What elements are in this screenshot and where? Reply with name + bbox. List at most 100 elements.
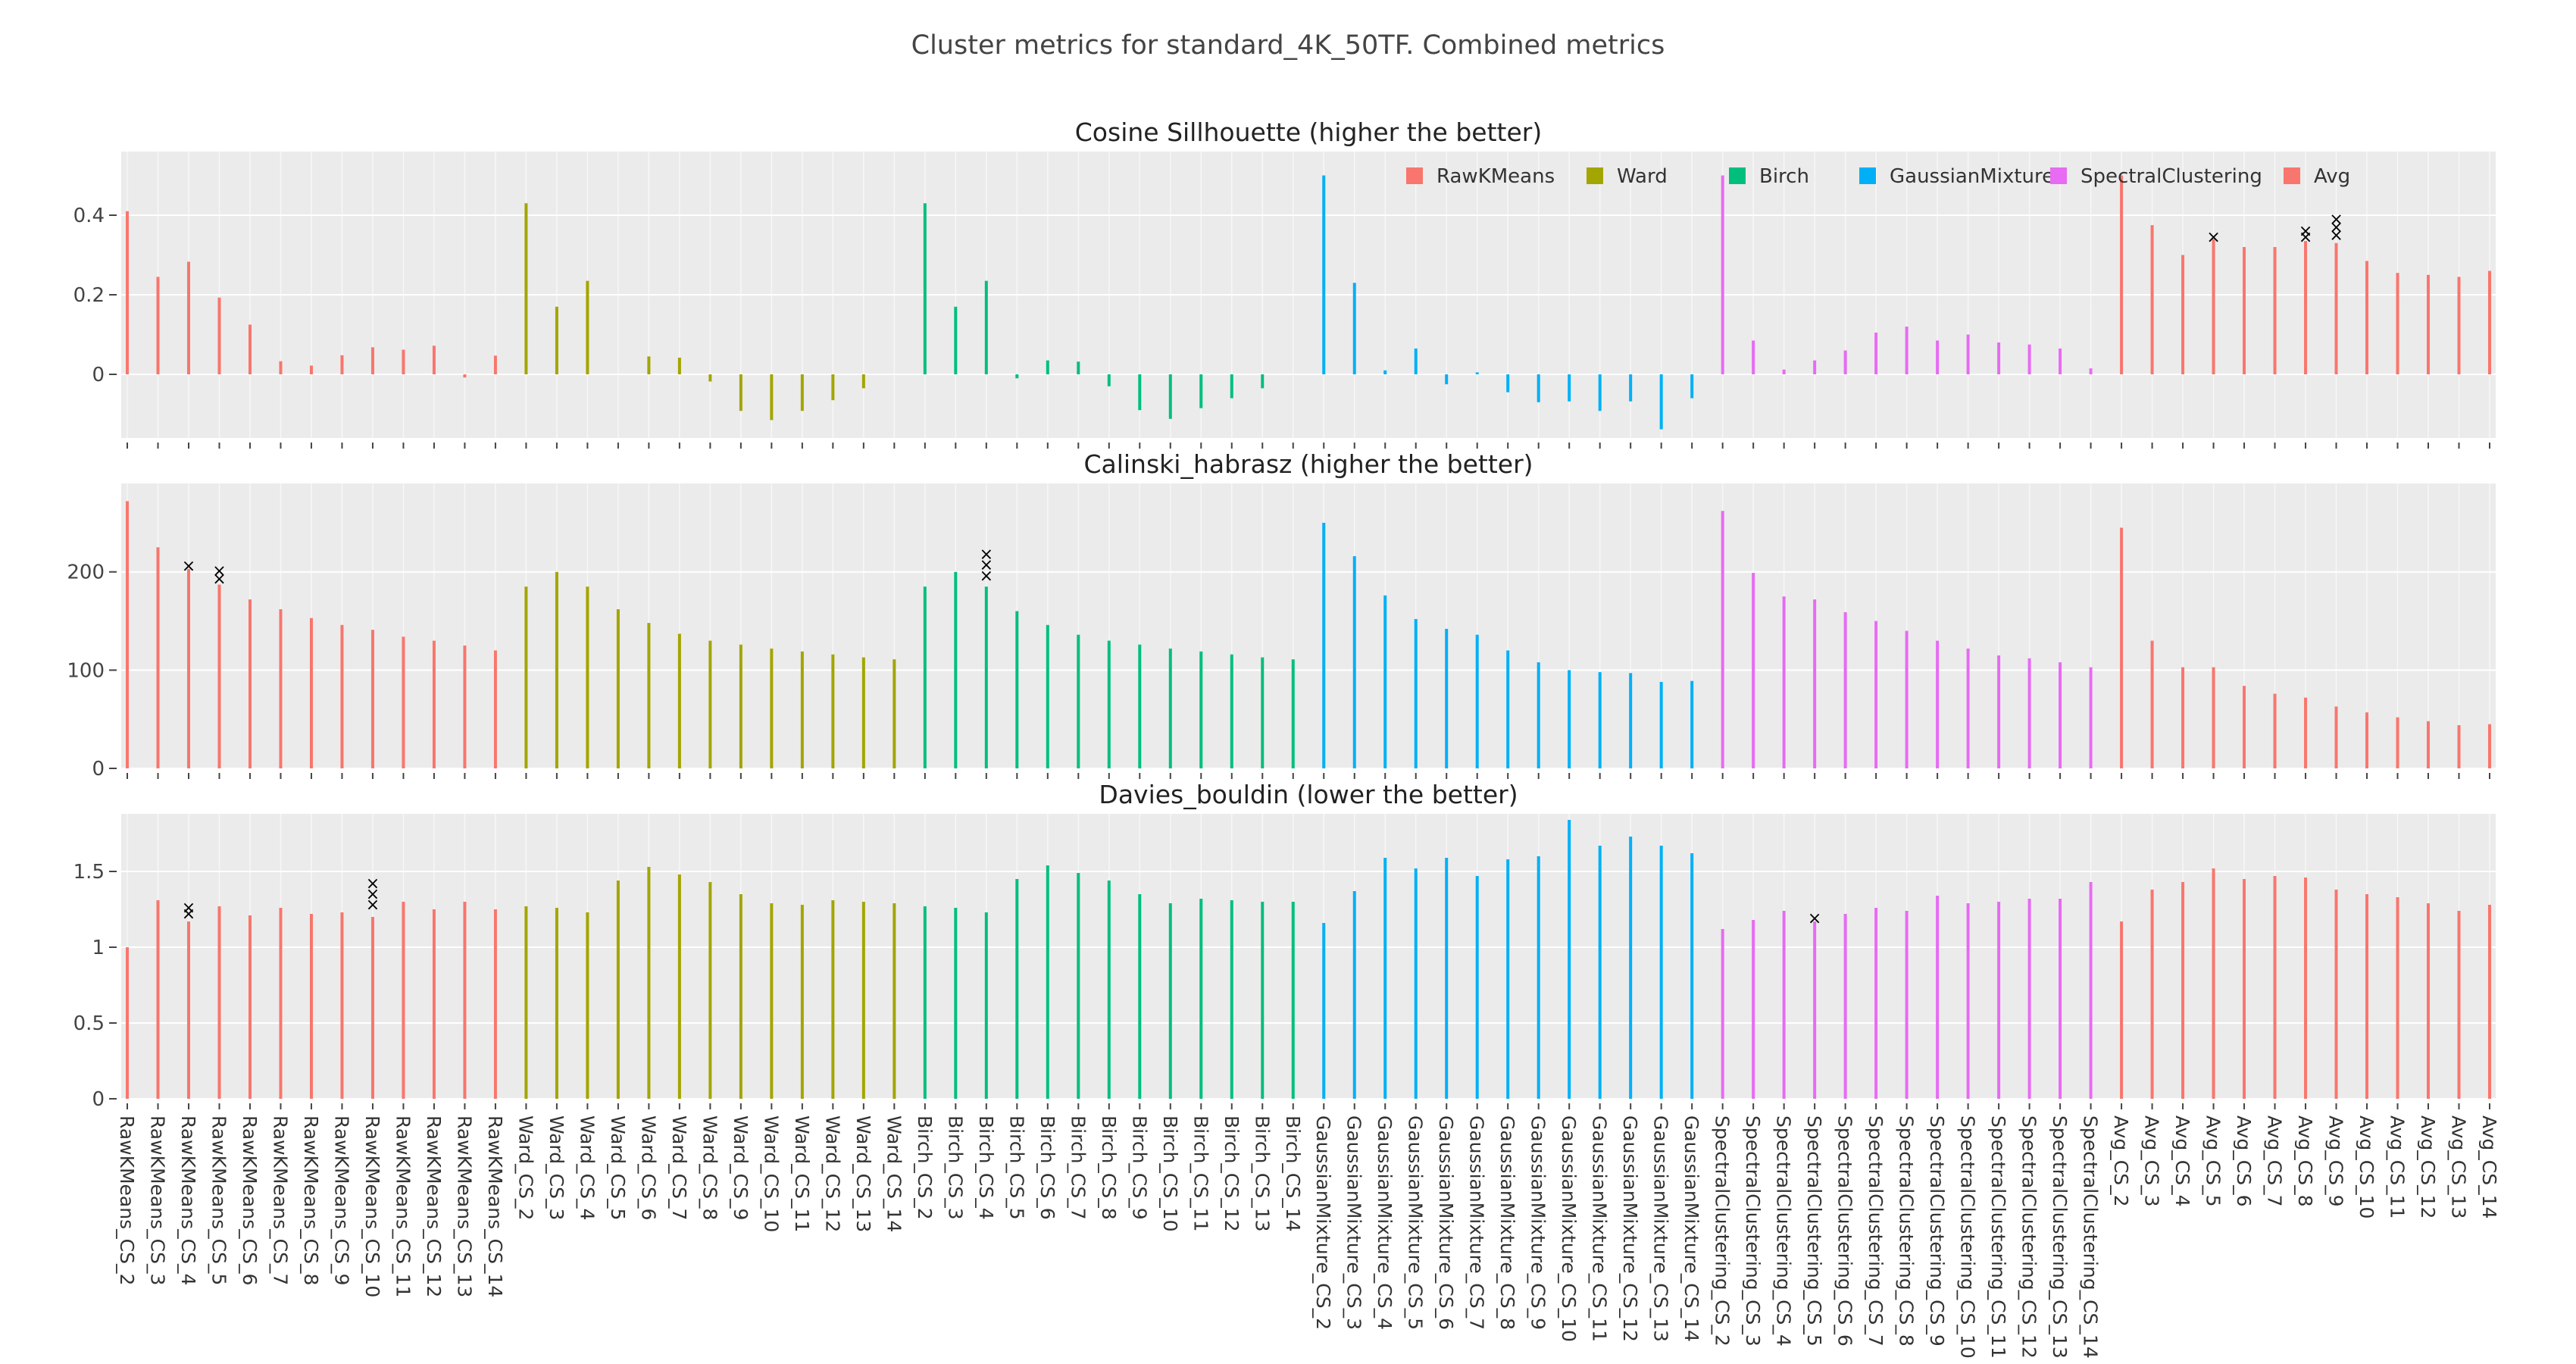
x-tick-label: Birch_CS_8 [1098,1115,1120,1220]
x-tick-label: SpectralClustering_CS_12 [2018,1115,2040,1359]
x-tick-label: Ward_CS_2 [514,1115,536,1220]
x-tick-label: SpectralClustering_CS_3 [1742,1115,1764,1347]
legend-label-gaussianmixture[interactable]: GaussianMixture [1890,165,2054,188]
x-tick-label: Birch_CS_10 [1159,1115,1181,1232]
legend-swatch-ward[interactable] [1587,167,1603,184]
marker-x: × [1808,909,1821,928]
legend-swatch-gaussianmixture[interactable] [1859,167,1876,184]
x-tick-label: Avg_CS_4 [2171,1115,2193,1207]
x-tick-label: RawKMeans_CS_14 [484,1115,506,1297]
x-tick-label: GaussianMixture_CS_3 [1343,1115,1365,1330]
y-tick-label: 1 [92,937,105,959]
marker-x: × [980,556,993,575]
x-tick-label: RawKMeans_CS_8 [300,1115,322,1285]
panel-1: 0 0.2 0.4 Cosine Sillhouette (higher the be… [73,117,2496,449]
x-tick-label: SpectralClustering_CS_9 [1926,1115,1948,1347]
x-tick-label: GaussianMixture_CS_5 [1405,1115,1427,1330]
x-tick-label: RawKMeans_CS_11 [392,1115,414,1297]
marker-x: × [2329,218,2343,237]
x-tick-label: Ward_CS_5 [607,1115,629,1220]
x-tick-label: Avg_CS_13 [2448,1115,2470,1219]
panel-background [121,814,2496,1099]
y-tick-label: 100 [67,659,105,682]
x-tick-label: Birch_CS_3 [944,1115,966,1220]
x-tick-label: Avg_CS_12 [2417,1115,2439,1219]
x-tick-label: Ward_CS_10 [760,1115,782,1232]
marker-x: × [2299,222,2312,241]
x-tick-label: GaussianMixture_CS_13 [1650,1115,1672,1342]
x-tick-label: RawKMeans_CS_3 [146,1115,168,1285]
x-tick-label: Avg_CS_9 [2325,1115,2347,1207]
y-tick-label: 0.4 [73,205,105,227]
legend: RawKMeans Ward Birch GaussianMixture Spectra… [1406,165,2350,188]
x-tick-label: GaussianMixture_CS_9 [1527,1115,1549,1330]
marker-x: × [366,885,380,904]
x-tick-label: SpectralClustering_CS_13 [2049,1115,2071,1359]
x-tick-label: GaussianMixture_CS_11 [1589,1115,1611,1342]
legend-label-rawkmeans[interactable]: RawKMeans [1436,165,1555,188]
legend-label-spectralclustering[interactable]: SpectralClustering [2080,165,2262,188]
x-tick-label: SpectralClustering_CS_11 [1987,1115,2009,1359]
y-tick-label: 0.5 [73,1012,105,1035]
x-tick-label: SpectralClustering_CS_14 [2080,1115,2102,1359]
x-tick-label: Birch_CS_13 [1251,1115,1273,1232]
x-tick-label: GaussianMixture_CS_14 [1680,1115,1702,1342]
x-tick-label: Ward_CS_3 [546,1115,567,1220]
x-tick-label: Avg_CS_7 [2264,1115,2286,1207]
x-tick-label: RawKMeans_CS_6 [239,1115,261,1285]
x-tick-label: Ward_CS_6 [637,1115,659,1220]
legend-swatch-spectralclustering[interactable] [2050,167,2067,184]
marker-x: × [980,545,993,564]
x-tick-label: Birch_CS_12 [1221,1115,1243,1232]
x-tick-label: SpectralClustering_CS_5 [1803,1115,1825,1347]
x-tick-label: Birch_CS_14 [1282,1115,1304,1232]
x-tick-label: RawKMeans_CS_12 [423,1115,445,1297]
y-tick-label: 0 [92,1088,105,1111]
x-tick-label: Ward_CS_13 [852,1115,874,1232]
legend-swatch-rawkmeans[interactable] [1406,167,1423,184]
x-tick-label: Birch_CS_6 [1036,1115,1058,1220]
x-tick-label: RawKMeans_CS_7 [269,1115,291,1285]
y-tick-label: 0 [92,364,105,386]
x-tick-label: GaussianMixture_CS_8 [1496,1115,1518,1330]
x-tick-label: SpectralClustering_CS_4 [1773,1115,1795,1347]
x-tick-label: Avg_CS_5 [2202,1115,2224,1207]
legend-swatch-birch[interactable] [1729,167,1746,184]
legend-label-ward[interactable]: Ward [1617,165,1668,188]
panel-3: 0 0.5 1 1.5 Davies_bouldin (lower the better… [73,780,2496,1111]
legend-swatch-avg[interactable] [2284,167,2300,184]
x-tick-label: Avg_CS_3 [2141,1115,2163,1207]
y-tick-label: 200 [67,562,105,584]
x-tick-label: Ward_CS_9 [730,1115,752,1220]
x-tick-label: RawKMeans_CS_5 [208,1115,230,1285]
legend-label-avg[interactable]: Avg [2314,165,2350,188]
x-tick-label: Avg_CS_2 [2110,1115,2132,1207]
marker-x: × [2299,228,2312,247]
y-tick-label: 0 [92,758,105,781]
x-tick-label: Ward_CS_11 [791,1115,813,1232]
x-tick-label: GaussianMixture_CS_12 [1619,1115,1641,1342]
marker-x: × [366,874,380,893]
marker-x: × [182,899,195,918]
x-tick-label: Birch_CS_7 [1067,1115,1089,1220]
x-tick-label: Ward_CS_8 [699,1115,721,1220]
x-tick-label: Avg_CS_14 [2478,1115,2500,1219]
x-tick-label: RawKMeans_CS_10 [361,1115,383,1297]
x-tick-label: Birch_CS_2 [914,1115,936,1220]
legend-label-birch[interactable]: Birch [1759,165,1809,188]
x-tick-label: Birch_CS_11 [1190,1115,1211,1232]
panel-subtitle: Davies_bouldin (lower the better) [1099,780,1518,809]
x-tick-label: Ward_CS_7 [668,1115,690,1220]
marker-x: × [2329,210,2343,229]
marker-x: × [2206,228,2220,247]
x-tick-label: Avg_CS_11 [2387,1115,2409,1219]
x-tick-label: RawKMeans_CS_4 [177,1115,199,1285]
x-tick-label: GaussianMixture_CS_2 [1312,1115,1334,1330]
y-tick-label: 1.5 [73,861,105,884]
x-tick-label: RawKMeans_CS_2 [116,1115,138,1285]
panel-2: 0 100 200 Calinski_habrasz (higher the bett… [67,449,2496,781]
x-tick-label: RawKMeans_CS_13 [453,1115,475,1297]
marker-x: × [212,570,226,589]
x-tick-label: SpectralClustering_CS_2 [1712,1115,1733,1347]
